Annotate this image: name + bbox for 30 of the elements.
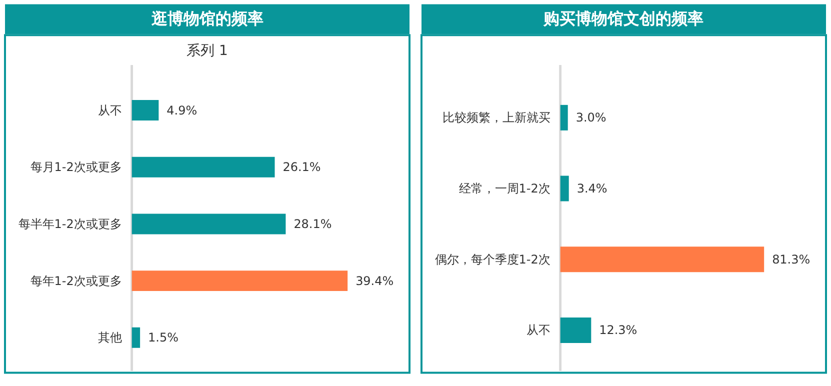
data-label: 39.4% <box>356 274 394 288</box>
data-label: 26.1% <box>282 160 321 174</box>
bar <box>132 214 286 234</box>
bar <box>132 327 140 348</box>
y-tick-label: 经常，一周1-2次 <box>458 182 550 196</box>
y-tick-label: 比较频繁，上新就买 <box>442 110 550 125</box>
data-label: 81.3% <box>772 252 810 266</box>
data-label: 12.3% <box>599 323 638 338</box>
data-label: 28.1% <box>294 216 332 231</box>
data-label: 3.4% <box>576 182 608 196</box>
bar <box>560 317 592 343</box>
bar <box>560 104 568 130</box>
y-tick-label: 从不 <box>526 323 550 338</box>
data-label: 3.0% <box>576 110 606 125</box>
y-tick-label: 每年1-2次或更多 <box>30 274 122 288</box>
data-label: 1.5% <box>148 330 178 345</box>
y-tick-label: 从不 <box>98 103 122 118</box>
y-tick-label: 每月1-2次或更多 <box>30 160 122 174</box>
bar <box>132 100 159 120</box>
chart-subtitle: 系列 1 <box>186 43 228 60</box>
bar <box>132 270 348 292</box>
data-label: 4.9% <box>166 103 198 118</box>
chart-title: 逛博物馆的频率 <box>150 9 264 28</box>
chart-title: 购买博物馆文创的频率 <box>542 9 704 28</box>
y-tick-label: 每半年1-2次或更多 <box>18 216 122 231</box>
bar <box>560 246 764 272</box>
bar <box>132 156 275 178</box>
y-tick-label: 其他 <box>98 330 122 345</box>
y-tick-label: 偶尔，每个季度1-2次 <box>434 252 550 266</box>
bar <box>560 176 569 202</box>
